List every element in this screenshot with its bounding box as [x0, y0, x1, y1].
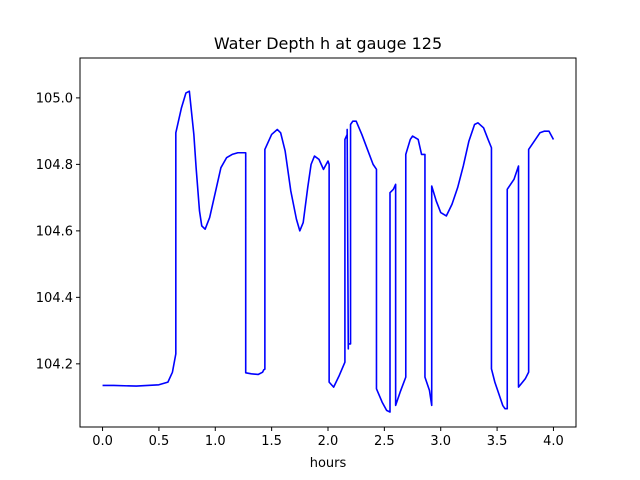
series-layer [102, 90, 555, 413]
x-tick-label: 2.0 [318, 434, 339, 449]
x-axis-ticks: 0.0 0.5 1.0 1.5 2.0 2.5 3.0 3.5 4.0 [92, 427, 564, 449]
x-tick-label: 0.5 [149, 434, 170, 449]
y-axis-ticks: 104.2 104.4 104.6 104.8 105.0 [36, 91, 80, 372]
x-tick-label: 1.0 [205, 434, 226, 449]
x-tick-label: 3.5 [487, 434, 508, 449]
chart-title: Water Depth h at gauge 125 [214, 34, 442, 53]
x-tick-label: 1.5 [261, 434, 282, 449]
x-tick-label: 2.5 [374, 434, 395, 449]
y-tick-label: 104.6 [36, 224, 73, 239]
series-line-0 [102, 90, 555, 413]
y-tick-label: 104.4 [36, 291, 73, 306]
x-tick-label: 0.0 [92, 434, 113, 449]
x-axis-label: hours [310, 456, 347, 471]
x-tick-label: 3.0 [430, 434, 451, 449]
y-tick-label: 105.0 [36, 91, 73, 106]
x-tick-label: 4.0 [543, 434, 564, 449]
y-tick-label: 104.2 [36, 357, 73, 372]
y-tick-label: 104.8 [36, 158, 73, 173]
